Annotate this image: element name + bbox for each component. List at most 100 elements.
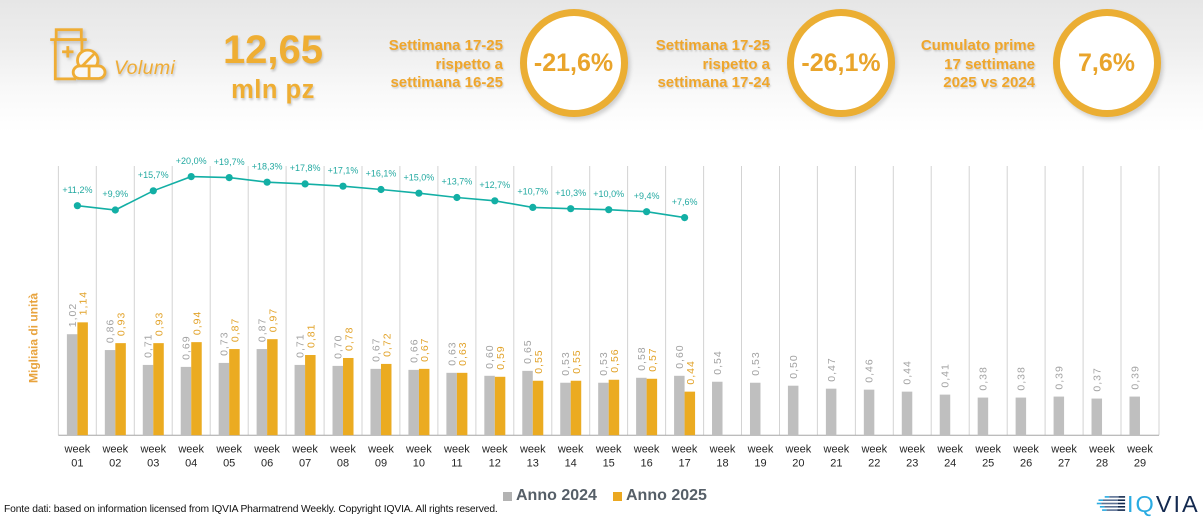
svg-text:0,59: 0,59 bbox=[495, 345, 507, 369]
svg-text:0,53: 0,53 bbox=[750, 351, 762, 375]
svg-text:0,87: 0,87 bbox=[257, 318, 269, 342]
svg-text:week: week bbox=[64, 444, 91, 456]
svg-text:05: 05 bbox=[223, 458, 235, 470]
svg-text:0,65: 0,65 bbox=[522, 339, 534, 363]
svg-text:week: week bbox=[139, 444, 166, 456]
svg-text:0,86: 0,86 bbox=[105, 319, 117, 343]
svg-text:week: week bbox=[974, 444, 1001, 456]
svg-text:26: 26 bbox=[1020, 458, 1032, 470]
svg-text:+19,7%: +19,7% bbox=[214, 157, 245, 167]
svg-text:+20,0%: +20,0% bbox=[176, 156, 207, 166]
svg-text:0,57: 0,57 bbox=[647, 347, 659, 371]
svg-text:week: week bbox=[823, 444, 850, 456]
svg-text:21: 21 bbox=[830, 458, 842, 470]
svg-text:+9,9%: +9,9% bbox=[102, 189, 128, 199]
svg-text:0,63: 0,63 bbox=[457, 341, 469, 365]
svg-text:29: 29 bbox=[1134, 458, 1146, 470]
svg-text:18: 18 bbox=[716, 458, 728, 470]
svg-text:week: week bbox=[481, 444, 508, 456]
svg-text:08: 08 bbox=[337, 458, 349, 470]
svg-text:0,37: 0,37 bbox=[1091, 367, 1103, 391]
svg-text:0,66: 0,66 bbox=[408, 338, 420, 362]
svg-text:week: week bbox=[860, 444, 887, 456]
svg-text:week: week bbox=[785, 444, 812, 456]
svg-text:0,46: 0,46 bbox=[864, 358, 876, 382]
svg-text:17: 17 bbox=[678, 458, 690, 470]
svg-text:28: 28 bbox=[1096, 458, 1108, 470]
svg-text:24: 24 bbox=[944, 458, 956, 470]
svg-text:week: week bbox=[253, 444, 280, 456]
svg-text:0,70: 0,70 bbox=[332, 334, 344, 358]
svg-text:0,58: 0,58 bbox=[636, 346, 648, 370]
svg-text:0,53: 0,53 bbox=[560, 351, 572, 375]
svg-text:+10,0%: +10,0% bbox=[593, 189, 624, 199]
svg-text:0,56: 0,56 bbox=[609, 348, 621, 372]
svg-text:0,38: 0,38 bbox=[978, 366, 990, 390]
svg-text:0,69: 0,69 bbox=[181, 335, 193, 359]
svg-text:0,73: 0,73 bbox=[219, 331, 231, 355]
svg-text:0,94: 0,94 bbox=[192, 311, 204, 335]
svg-text:0,60: 0,60 bbox=[674, 344, 686, 368]
svg-text:04: 04 bbox=[185, 458, 197, 470]
svg-text:09: 09 bbox=[375, 458, 387, 470]
svg-text:week: week bbox=[709, 444, 736, 456]
svg-text:12: 12 bbox=[489, 458, 501, 470]
svg-text:+9,4%: +9,4% bbox=[634, 191, 660, 201]
svg-text:week: week bbox=[633, 444, 660, 456]
svg-text:13: 13 bbox=[527, 458, 539, 470]
svg-text:11: 11 bbox=[451, 458, 462, 470]
svg-text:+17,8%: +17,8% bbox=[290, 163, 321, 173]
svg-text:27: 27 bbox=[1058, 458, 1070, 470]
svg-text:week: week bbox=[101, 444, 128, 456]
svg-text:+13,7%: +13,7% bbox=[442, 177, 473, 187]
svg-text:19: 19 bbox=[754, 458, 766, 470]
svg-text:01: 01 bbox=[71, 458, 83, 470]
svg-text:1,02: 1,02 bbox=[67, 303, 79, 327]
svg-text:week: week bbox=[177, 444, 204, 456]
svg-text:+12,7%: +12,7% bbox=[479, 180, 510, 190]
svg-text:+10,7%: +10,7% bbox=[517, 187, 548, 197]
svg-text:Migliaia di unità: Migliaia di unità bbox=[27, 293, 41, 383]
svg-text:IQVIA: IQVIA bbox=[1127, 491, 1200, 517]
svg-text:week: week bbox=[595, 444, 622, 456]
svg-text:0,44: 0,44 bbox=[902, 360, 914, 384]
svg-text:0,60: 0,60 bbox=[484, 344, 496, 368]
svg-text:14: 14 bbox=[565, 458, 577, 470]
svg-text:0,93: 0,93 bbox=[116, 312, 128, 336]
svg-text:week: week bbox=[329, 444, 356, 456]
svg-text:20: 20 bbox=[792, 458, 804, 470]
svg-text:1,14: 1,14 bbox=[78, 291, 90, 315]
svg-text:+16,1%: +16,1% bbox=[366, 169, 397, 179]
svg-text:week: week bbox=[367, 444, 394, 456]
svg-text:week: week bbox=[519, 444, 546, 456]
svg-text:+18,3%: +18,3% bbox=[252, 161, 283, 171]
svg-text:week: week bbox=[898, 444, 925, 456]
svg-text:06: 06 bbox=[261, 458, 273, 470]
svg-text:0,55: 0,55 bbox=[533, 349, 545, 373]
svg-text:25: 25 bbox=[982, 458, 994, 470]
svg-text:0,71: 0,71 bbox=[295, 333, 307, 357]
svg-text:0,67: 0,67 bbox=[370, 337, 382, 361]
svg-text:0,50: 0,50 bbox=[788, 354, 800, 378]
svg-text:0,78: 0,78 bbox=[343, 327, 355, 351]
svg-text:0,53: 0,53 bbox=[598, 351, 610, 375]
svg-text:0,55: 0,55 bbox=[571, 349, 583, 373]
svg-text:+11,2%: +11,2% bbox=[62, 185, 92, 195]
svg-text:02: 02 bbox=[109, 458, 121, 470]
svg-text:10: 10 bbox=[413, 458, 425, 470]
svg-text:07: 07 bbox=[299, 458, 311, 470]
svg-text:0,67: 0,67 bbox=[419, 337, 431, 361]
svg-text:+7,6%: +7,6% bbox=[672, 197, 698, 207]
svg-text:0,72: 0,72 bbox=[381, 332, 393, 356]
svg-text:0,81: 0,81 bbox=[305, 324, 317, 348]
svg-text:week: week bbox=[671, 444, 698, 456]
svg-text:16: 16 bbox=[640, 458, 652, 470]
svg-text:+17,1%: +17,1% bbox=[328, 165, 359, 175]
svg-text:week: week bbox=[557, 444, 584, 456]
svg-text:0,39: 0,39 bbox=[1054, 365, 1066, 389]
svg-text:0,71: 0,71 bbox=[143, 333, 155, 357]
svg-text:0,54: 0,54 bbox=[712, 350, 724, 374]
svg-text:+10,3%: +10,3% bbox=[555, 188, 586, 198]
svg-text:week: week bbox=[1050, 444, 1077, 456]
svg-text:week: week bbox=[747, 444, 774, 456]
